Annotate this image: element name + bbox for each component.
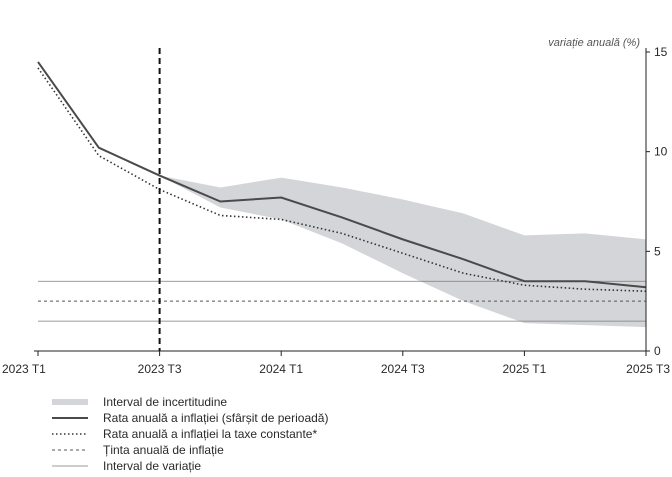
y-tick-label: 15 xyxy=(654,45,668,59)
uncertainty-band-layer xyxy=(38,61,646,328)
x-tick-label: 2025 T1 xyxy=(502,362,546,376)
series-lines-layer xyxy=(37,61,647,292)
inflation-rate-line xyxy=(37,61,647,289)
legend: Interval de incertitudine Rata anuală a i… xyxy=(52,395,328,473)
x-tick-label: 2025 T3 xyxy=(626,362,670,376)
legend-label: Interval de incertitudine xyxy=(103,395,227,409)
uncertainty-band xyxy=(38,61,646,328)
y-tick-label: 10 xyxy=(654,145,668,159)
legend-label: Rata anuală a inflației (sfârșit de peri… xyxy=(103,411,328,425)
y-tick-label: 0 xyxy=(654,344,661,358)
legend-label: Rata anuală a inflației la taxe constant… xyxy=(103,427,317,441)
x-tick-label: 2023 T3 xyxy=(138,362,182,376)
y-axis-unit-label: variație anuală (%) xyxy=(548,37,640,49)
legend-swatch-uncertainty xyxy=(52,399,88,405)
x-tick-label: 2023 T1 xyxy=(2,362,46,376)
x-tick-label: 2024 T3 xyxy=(381,362,425,376)
y-tick-label: 5 xyxy=(654,244,661,258)
legend-label: Interval de variație xyxy=(103,459,201,473)
constant-tax-inflation-line xyxy=(37,67,647,292)
x-tick-label: 2024 T1 xyxy=(259,362,303,376)
legend-label: Ținta anuală de inflație xyxy=(103,443,224,457)
axes-layer: 0 5 10 15 2023 T1 2023 T3 2024 T1 2024 T3 2025 T… xyxy=(2,45,670,376)
